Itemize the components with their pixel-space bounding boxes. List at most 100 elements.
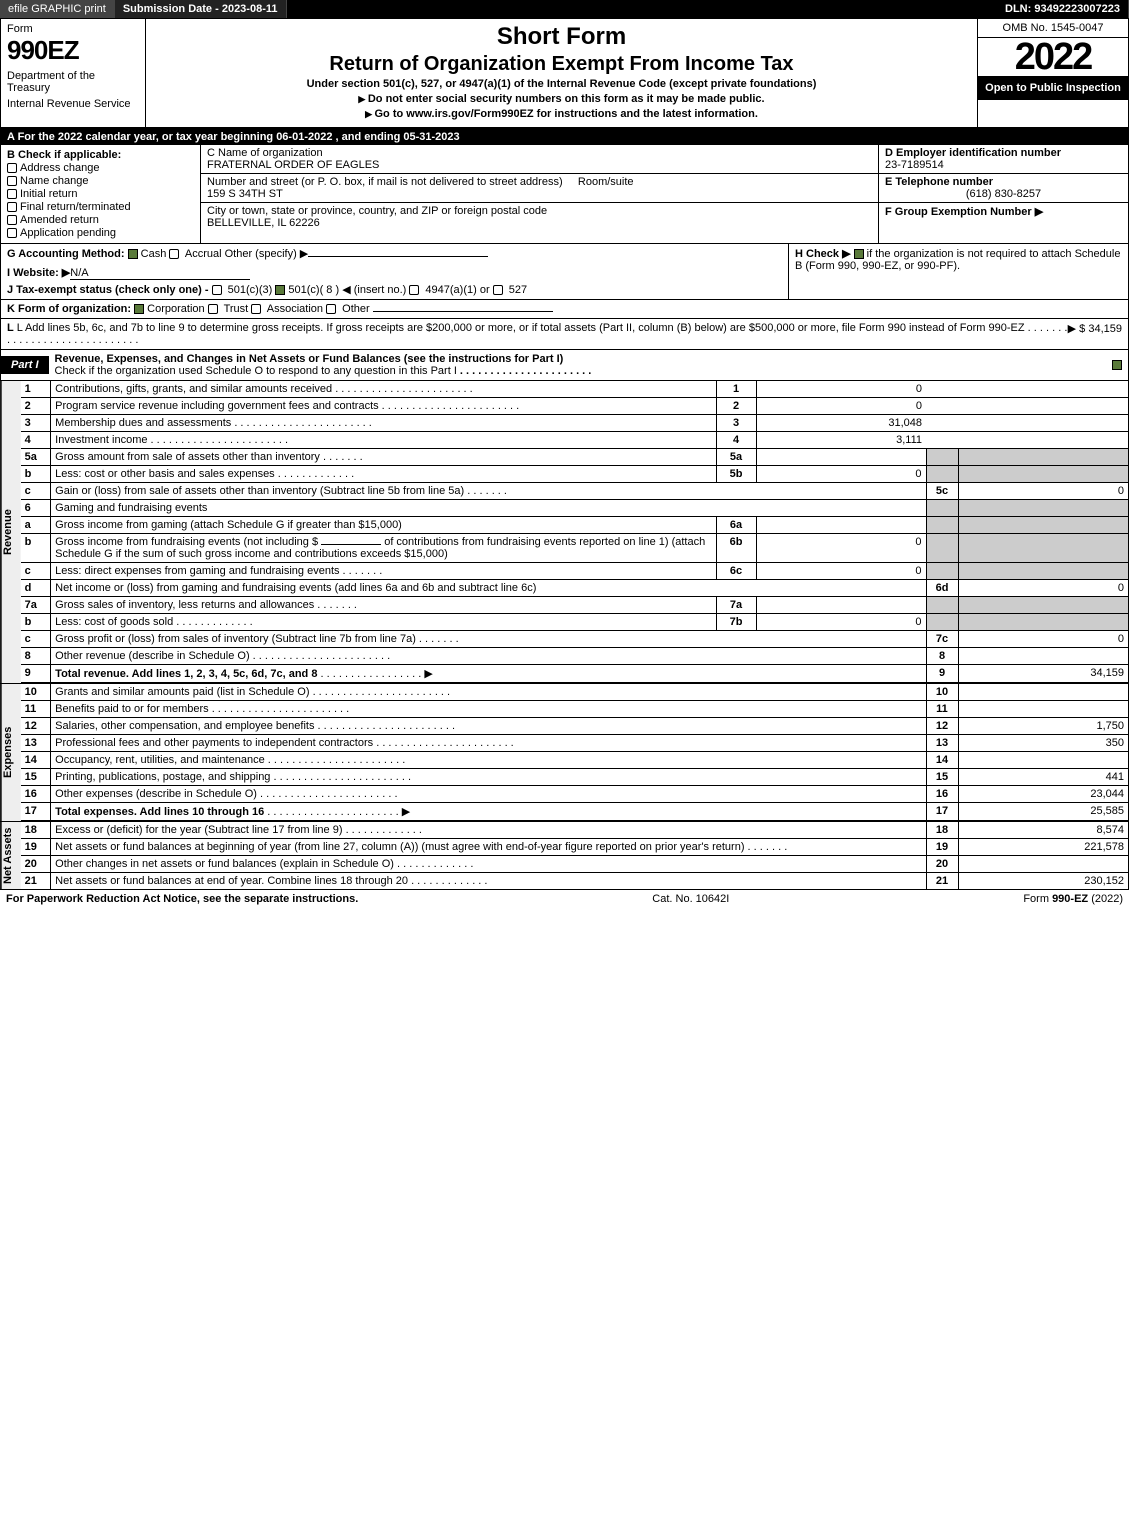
line-7b: bLess: cost of goods sold7b0 [21,614,1128,631]
ck-trust[interactable] [208,304,218,314]
ssn-warning: Do not enter social security numbers on … [152,93,971,105]
revenue-table: 1Contributions, gifts, grants, and simil… [21,381,1128,683]
street-value: 159 S 34TH ST [207,188,283,200]
return-title: Return of Organization Exempt From Incom… [152,53,971,76]
col-b-checkboxes: B Check if applicable: Address change Na… [1,145,201,243]
l-value: ▶ $ 34,159 [1068,322,1122,346]
k-label: K Form of organization: [7,303,131,315]
ck-schedule-o[interactable] [1112,360,1122,370]
lbl-other: Other (specify) ▶ [225,248,309,260]
ck-h[interactable] [854,249,864,259]
org-name-label: C Name of organization [207,147,323,159]
ck-other[interactable] [326,304,336,314]
line-5c: cGain or (loss) from sale of assets othe… [21,483,1128,500]
revenue-section: Revenue 1Contributions, gifts, grants, a… [1,381,1128,683]
ein-label: D Employer identification number [885,147,1061,159]
sidebar-netassets: Net Assets [1,822,21,889]
line-6a: aGross income from gaming (attach Schedu… [21,517,1128,534]
footer-left: For Paperwork Reduction Act Notice, see … [6,893,358,905]
header-mid: Short Form Return of Organization Exempt… [146,19,978,127]
line-19: 19Net assets or fund balances at beginni… [21,839,1128,856]
cb-amended[interactable] [7,215,17,225]
row-gh: G Accounting Method: Cash Accrual Other … [1,244,1128,300]
footer-right: Form 990-EZ (2022) [1023,893,1123,905]
form-container: Form 990EZ Department of the Treasury In… [0,18,1129,890]
ck-527[interactable] [493,285,503,295]
city-value: BELLEVILLE, IL 62226 [207,217,320,229]
lbl-501c: 501(c)( 8 ) ◀ (insert no.) [288,284,406,296]
ck-cash[interactable] [128,249,138,259]
part1-sub: Check if the organization used Schedule … [55,365,457,377]
dln: DLN: 93492223007223 [997,0,1129,18]
open-public: Open to Public Inspection [978,76,1128,100]
netassets-table: 18Excess or (deficit) for the year (Subt… [21,822,1128,889]
sidebar-revenue: Revenue [1,381,21,683]
form-header: Form 990EZ Department of the Treasury In… [1,19,1128,129]
line-9: 9Total revenue. Add lines 1, 2, 3, 4, 5c… [21,665,1128,683]
col-g: G Accounting Method: Cash Accrual Other … [1,244,788,299]
line-6: 6Gaming and fundraising events [21,500,1128,517]
ck-501c3[interactable] [212,285,222,295]
sidebar-expenses: Expenses [1,684,21,821]
line-3: 3Membership dues and assessments331,048 [21,415,1128,432]
header-right: OMB No. 1545-0047 2022 Open to Public In… [978,19,1128,127]
lbl-501c3: 501(c)(3) [228,284,273,296]
line-15: 15Printing, publications, postage, and s… [21,769,1128,786]
line-6b: bGross income from fundraising events (n… [21,534,1128,563]
line-10: 10Grants and similar amounts paid (list … [21,684,1128,701]
row-l: L L Add lines 5b, 6c, and 7b to line 9 t… [1,319,1128,350]
part1-title: Revenue, Expenses, and Changes in Net As… [49,350,1106,380]
under-section: Under section 501(c), 527, or 4947(a)(1)… [152,78,971,90]
top-bar: efile GRAPHIC print Submission Date - 20… [0,0,1129,18]
lbl-pending: Application pending [20,227,116,239]
ck-corp[interactable] [134,304,144,314]
line-1: 1Contributions, gifts, grants, and simil… [21,381,1128,398]
dept-treasury: Department of the Treasury [7,70,139,94]
line-2: 2Program service revenue including gover… [21,398,1128,415]
line-8: 8Other revenue (describe in Schedule O)8 [21,648,1128,665]
line-18: 18Excess or (deficit) for the year (Subt… [21,822,1128,839]
room-label: Room/suite [578,176,634,188]
row-k: K Form of organization: Corporation Trus… [1,300,1128,319]
row-a-period: A For the 2022 calendar year, or tax yea… [1,129,1128,145]
cb-final[interactable] [7,202,17,212]
group-exempt-label: F Group Exemption Number ▶ [885,206,1043,218]
efile-label[interactable]: efile GRAPHIC print [0,0,115,18]
line-7a: 7aGross sales of inventory, less returns… [21,597,1128,614]
submission-date: Submission Date - 2023-08-11 [115,0,287,18]
ck-4947[interactable] [409,285,419,295]
short-form-title: Short Form [152,23,971,51]
irs-label: Internal Revenue Service [7,98,139,110]
part1-tag: Part I [1,356,49,374]
ck-assoc[interactable] [251,304,261,314]
ck-501c[interactable] [275,285,285,295]
expenses-section: Expenses 10Grants and similar amounts pa… [1,683,1128,821]
line-12: 12Salaries, other compensation, and empl… [21,718,1128,735]
line-7c: cGross profit or (loss) from sales of in… [21,631,1128,648]
lbl-initial: Initial return [20,188,77,200]
lbl-final: Final return/terminated [20,201,131,213]
lbl-4947: 4947(a)(1) or [425,284,489,296]
line-5b: bLess: cost or other basis and sales exp… [21,466,1128,483]
cb-pending[interactable] [7,228,17,238]
tax-year: 2022 [978,38,1128,76]
cb-initial[interactable] [7,189,17,199]
cb-name[interactable] [7,176,17,186]
goto-link[interactable]: Go to www.irs.gov/Form990EZ for instruct… [152,108,971,120]
cb-address[interactable] [7,163,17,173]
line-17: 17Total expenses. Add lines 10 through 1… [21,803,1128,821]
block-bcdef: B Check if applicable: Address change Na… [1,145,1128,244]
lbl-assoc: Association [267,303,323,315]
expenses-table: 10Grants and similar amounts paid (list … [21,684,1128,821]
line-11: 11Benefits paid to or for members11 [21,701,1128,718]
acct-method-label: G Accounting Method: [7,248,125,260]
col-c-org: C Name of organizationFRATERNAL ORDER OF… [201,145,878,243]
tel-label: E Telephone number [885,176,993,188]
website-value: N/A [70,267,250,280]
ck-accrual[interactable] [169,249,179,259]
lbl-527: 527 [509,284,527,296]
l-text: L Add lines 5b, 6c, and 7b to line 9 to … [17,322,1025,334]
lbl-name: Name change [20,175,89,187]
lbl-address: Address change [20,162,100,174]
line-14: 14Occupancy, rent, utilities, and mainte… [21,752,1128,769]
